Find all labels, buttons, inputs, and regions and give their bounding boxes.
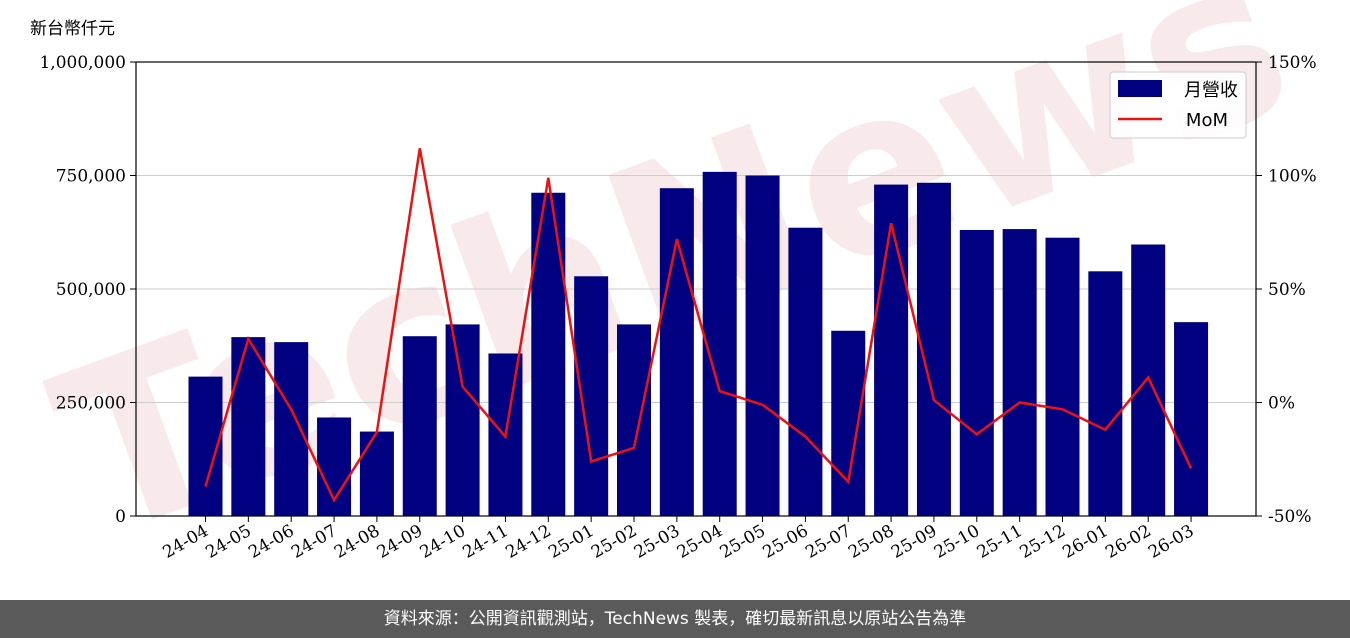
x-tick-label: 25-11 [974,521,1026,563]
x-tick-label: 25-02 [588,521,640,563]
x-tick-label: 25-08 [845,521,897,563]
revenue-bar-24-10 [445,324,480,516]
legend-bar-swatch [1118,80,1162,97]
left-tick-label: 0 [115,507,126,527]
x-tick-label: 26-02 [1102,521,1154,563]
revenue-bar-24-12 [531,192,566,516]
x-tick-label: 25-04 [674,521,726,563]
x-tick-label: 25-10 [931,521,983,563]
revenue-bar-25-10 [959,229,994,517]
revenue-bar-26-03 [1174,322,1209,516]
mom-line [204,148,1193,503]
x-tick-label: 24-11 [460,521,512,563]
x-tick-label: 24-09 [374,521,426,563]
revenue-bar-24-05 [231,337,266,516]
revenue-bar-25-07 [831,330,866,516]
legend-label-revenue: 月營收 [1184,80,1238,101]
x-tick-label: 24-10 [417,521,469,563]
x-tick-label: 25-12 [1017,521,1069,563]
left-axis: 0 250,000 500,000 750,000 1,000,000 [39,53,136,527]
revenue-bar-25-06 [788,227,823,516]
revenue-bar-25-03 [659,188,694,516]
revenue-bar-24-08 [359,431,394,516]
left-tick-label: 250,000 [56,394,126,414]
right-tick-label: -50% [1268,507,1312,527]
source-footer: 資料來源：公開資訊觀測站，TechNews 製表，確切最新訊息以原站公告為準 [0,600,1350,638]
revenue-bar-25-11 [1002,229,1037,516]
right-tick-label: 100% [1268,167,1317,187]
x-tick-label: 25-09 [888,521,940,563]
x-tick-label: 25-05 [717,521,769,563]
revenue-bar-25-02 [617,324,651,516]
x-tick-label: 25-01 [545,521,597,563]
x-tick-label: 24-07 [288,521,340,563]
mom-line-series [204,148,1193,503]
revenue-bar-25-05 [745,175,780,516]
bar-series [188,171,1209,517]
left-tick-label: 500,000 [56,280,126,300]
revenue-bar-25-01 [574,276,609,516]
chart-canvas: TechNews 0250,000500,000750,0001,000,000… [26,0,1320,591]
x-tick-label: 26-03 [1145,521,1197,563]
right-axis: -50% 0% 50% 100% 150% [1256,53,1317,527]
y-axis-unit-label: 新台幣仟元 [30,19,115,39]
revenue-bar-25-04 [702,171,737,517]
left-tick-label: 1,000,000 [39,53,126,73]
x-tick-label: 26-01 [1059,521,1111,563]
left-tick-label: 750,000 [56,167,126,187]
revenue-bar-26-01 [1088,271,1123,516]
x-axis: 24-0424-0524-0624-0724-0824-0924-1024-11… [160,516,1198,563]
right-tick-label: 50% [1268,280,1306,300]
legend-label-mom: MoM [1186,110,1228,131]
revenue-bar-25-08 [874,184,909,516]
legend: 月營收 MoM [1109,71,1247,139]
right-tick-label: 0% [1268,394,1295,414]
x-tick-label: 24-08 [331,521,383,563]
revenue-bar-24-06 [274,342,309,516]
revenue-bar-25-12 [1045,237,1080,516]
x-tick-label: 25-07 [802,521,854,563]
x-tick-label: 25-03 [631,521,683,563]
x-tick-label: 25-06 [759,521,811,563]
x-tick-label: 24-12 [502,521,554,563]
right-tick-label: 150% [1268,53,1317,73]
revenue-bar-24-09 [402,336,437,516]
